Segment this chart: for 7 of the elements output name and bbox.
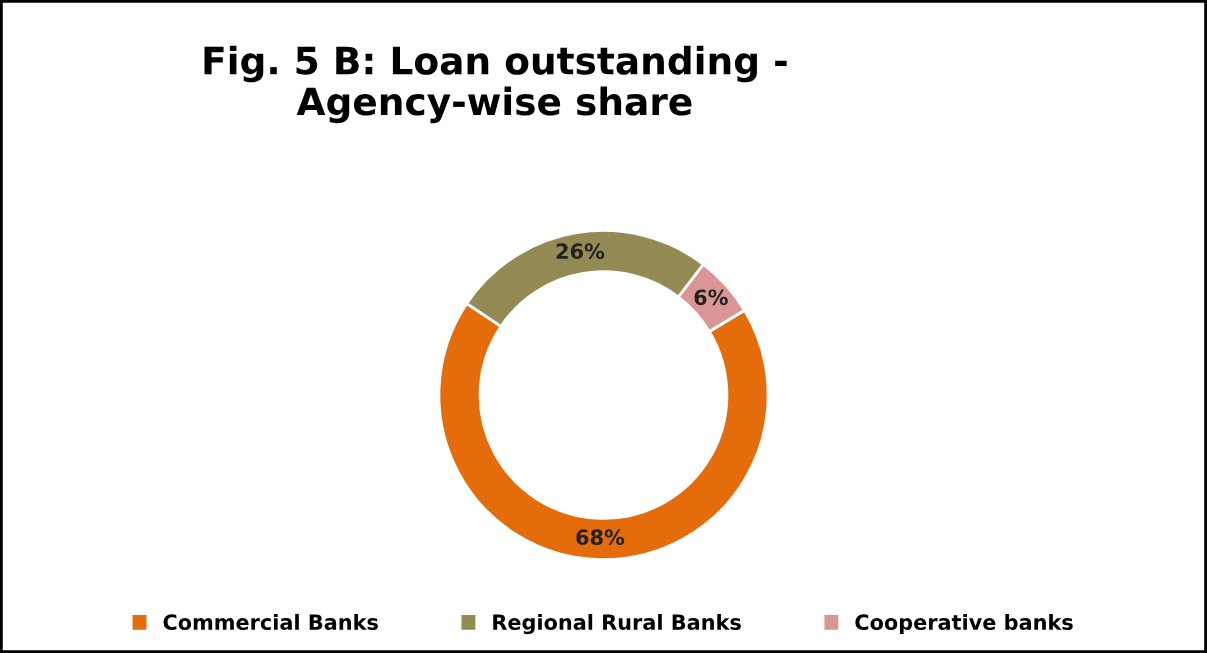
- chart-title: Fig. 5 B: Loan outstanding - Agency-wise share: [204, 45, 787, 124]
- data-label: 6%: [694, 289, 728, 306]
- legend-label: Regional Rural Banks: [493, 613, 741, 635]
- legend-label: Cooperative banks: [855, 613, 1073, 635]
- data-label: 68%: [576, 529, 625, 546]
- legend-label: Commercial Banks: [163, 613, 378, 631]
- data-label: 26%: [556, 243, 605, 260]
